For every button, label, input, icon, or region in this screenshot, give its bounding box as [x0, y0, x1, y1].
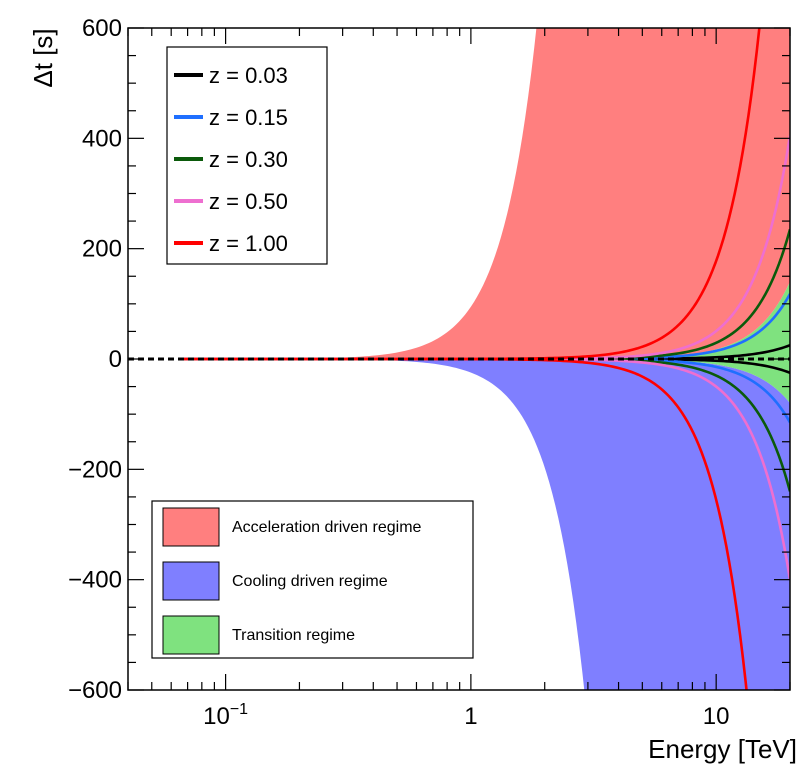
- y-tick-label: −600: [68, 677, 122, 704]
- x-axis-title: Energy [TeV]: [648, 734, 797, 764]
- legend-label: z = 1.00: [209, 231, 288, 256]
- legend-label: z = 0.30: [209, 147, 288, 172]
- legend-regimes: Acceleration driven regime Cooling driven…: [151, 500, 474, 659]
- legend-regime-swatch: [162, 615, 220, 655]
- y-tick-label: −400: [68, 567, 122, 594]
- y-tick-label: −200: [68, 456, 122, 483]
- y-tick-label: 0: [109, 346, 122, 373]
- y-tick-label: 600: [82, 15, 122, 42]
- legend-regime-swatch: [162, 507, 220, 547]
- y-axis-title: Δt [s]: [28, 28, 58, 87]
- legend-label: z = 0.50: [209, 189, 288, 214]
- x-axis-ticks: 10−1 1 10: [127, 28, 791, 730]
- x-tick-label: 10−1: [203, 701, 248, 730]
- y-axis-ticks: 600 400 200 0 −200 −400 −600: [68, 15, 790, 704]
- x-tick-label: 10: [703, 703, 730, 730]
- regime-regions: [128, 28, 790, 690]
- region-cooling: [128, 359, 790, 690]
- legend-regime-label: Transition regime: [232, 627, 355, 644]
- y-tick-label: 400: [82, 125, 122, 152]
- legend-regime-label: Cooling driven regime: [232, 573, 388, 590]
- legend-series: z = 0.03 z = 0.15 z = 0.30 z = 0.50 z = 1.00: [166, 46, 328, 265]
- legend-label: z = 0.15: [209, 105, 288, 130]
- y-tick-label: 200: [82, 236, 122, 263]
- legend-regime-swatch: [162, 561, 220, 601]
- legend-regime-label: Acceleration driven regime: [232, 519, 422, 536]
- legend-label: z = 0.03: [209, 63, 288, 88]
- region-acceleration: [128, 28, 790, 360]
- x-tick-label: 1: [464, 703, 477, 730]
